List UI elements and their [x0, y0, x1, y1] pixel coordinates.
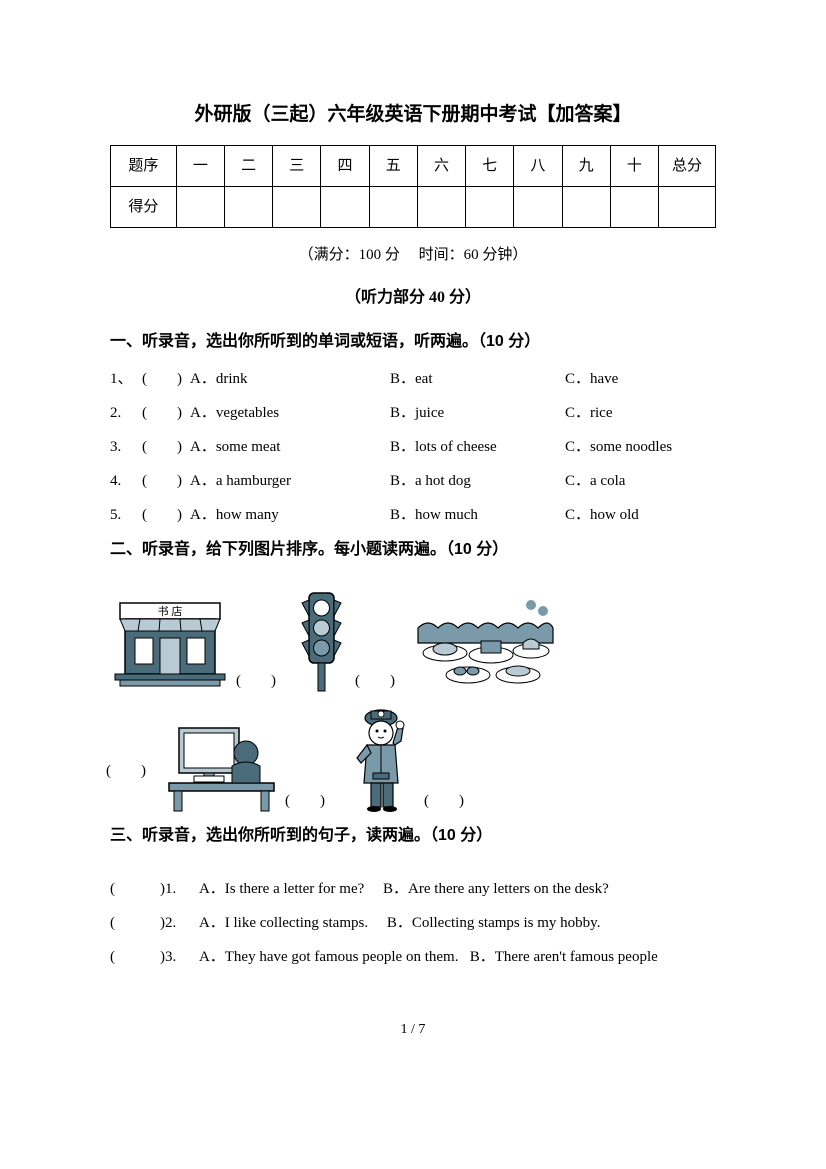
score-cell: [610, 187, 658, 228]
document-title: 外研版（三起）六年级英语下册期中考试【加答案】: [110, 100, 716, 130]
answer-paren: ( ): [424, 789, 464, 813]
q-paren: ( ): [142, 435, 190, 459]
q-number: 1、: [110, 367, 142, 391]
option-b: B．eat: [390, 367, 565, 391]
q-number: ( )3.: [110, 945, 196, 969]
q-number: 4.: [110, 469, 142, 493]
option-c: C．how old: [565, 503, 716, 527]
q-number: ( )1.: [110, 877, 196, 901]
option-a: A．Is there a letter for me?: [199, 881, 364, 897]
picture-row: ( ) ( ): [100, 703, 716, 813]
option-a: A．how many: [190, 503, 390, 527]
section1-questions: 1、 ( ) A．drink B．eat C．have 2. ( ) A．veg…: [110, 367, 716, 527]
option-a: A．a hamburger: [190, 469, 390, 493]
option-a: A．vegetables: [190, 401, 390, 425]
col-2: 二: [224, 146, 272, 187]
question-row: 4. ( ) A．a hamburger B．a hot dog C．a col…: [110, 469, 716, 493]
page-footer: 1 / 7: [110, 1019, 716, 1041]
row-label: 题序: [111, 146, 177, 187]
score-cell: [562, 187, 610, 228]
q-paren: ( ): [142, 367, 190, 391]
q-number: 5.: [110, 503, 142, 527]
section1-heading: 一、听录音，选出你所听到的单词或短语，听两遍。（10 分）: [110, 329, 716, 355]
question-row: ( )3. A．They have got famous people on t…: [110, 945, 716, 969]
option-b: B．how much: [390, 503, 565, 527]
col-8: 八: [514, 146, 562, 187]
answer-paren: ( ): [355, 669, 395, 693]
bookstore-icon: 书 店: [110, 593, 230, 693]
option-b: B．lots of cheese: [390, 435, 565, 459]
police-officer-icon: [343, 703, 418, 813]
option-c: C．have: [565, 367, 716, 391]
q-number: ( )2.: [110, 911, 196, 935]
col-5: 五: [369, 146, 417, 187]
bookstore-sign: 书 店: [158, 604, 183, 618]
option-a: A．I like collecting stamps.: [199, 915, 368, 931]
traffic-light-icon: [294, 588, 349, 693]
picture-row: 书 店 ( ): [110, 588, 716, 693]
option-a: A．drink: [190, 367, 390, 391]
full-score: （满分：100 分: [299, 247, 400, 263]
score-cell: [321, 187, 369, 228]
computer-user-icon: [164, 718, 279, 813]
col-6: 六: [417, 146, 465, 187]
question-row: 2. ( ) A．vegetables B．juice C．rice: [110, 401, 716, 425]
answer-paren: ( ): [236, 669, 276, 693]
q-paren: ( ): [142, 401, 190, 425]
score-header-row: 题序 一 二 三 四 五 六 七 八 九 十 总分: [111, 146, 716, 187]
pictures-section: 书 店 ( ): [110, 588, 716, 813]
score-cell: [466, 187, 514, 228]
score-cell: [176, 187, 224, 228]
listening-header: （听力部分 40 分）: [110, 285, 716, 311]
picture-item: [413, 593, 558, 693]
score-value-row: 得分: [111, 187, 716, 228]
option-b: B．Are there any letters on the desk?: [383, 881, 609, 897]
question-row: 5. ( ) A．how many B．how much C．how old: [110, 503, 716, 527]
option-b: B．juice: [390, 401, 565, 425]
option-c: C．some noodles: [565, 435, 716, 459]
picture-item: ( ): [294, 588, 395, 693]
picture-item: ( ): [164, 718, 325, 813]
col-4: 四: [321, 146, 369, 187]
row-label: 得分: [111, 187, 177, 228]
option-b: B．Collecting stamps is my hobby.: [387, 915, 601, 931]
score-cell: [417, 187, 465, 228]
q-number: 2.: [110, 401, 142, 425]
picture-item: 书 店 ( ): [110, 593, 276, 693]
q-paren: ( ): [142, 503, 190, 527]
section3-heading: 三、听录音，选出你所听到的句子，读两遍。（10 分）: [110, 823, 716, 849]
section3-questions: ( )1. A．Is there a letter for me? B．Are …: [110, 877, 716, 969]
score-cell: [658, 187, 715, 228]
total-label: 总分: [658, 146, 715, 187]
option-c: C．a cola: [565, 469, 716, 493]
option-c: C．rice: [565, 401, 716, 425]
picture-item: ( ): [343, 703, 464, 813]
question-row: ( )1. A．Is there a letter for me? B．Are …: [110, 877, 716, 901]
q-paren: ( ): [142, 469, 190, 493]
col-9: 九: [562, 146, 610, 187]
col-10: 十: [610, 146, 658, 187]
q-number: 3.: [110, 435, 142, 459]
option-a: A．They have got famous people on them.: [199, 949, 459, 965]
option-a: A．some meat: [190, 435, 390, 459]
col-7: 七: [466, 146, 514, 187]
score-table: 题序 一 二 三 四 五 六 七 八 九 十 总分 得分: [110, 145, 716, 228]
score-cell: [273, 187, 321, 228]
option-b: B．a hot dog: [390, 469, 565, 493]
score-cell: [514, 187, 562, 228]
col-3: 三: [273, 146, 321, 187]
exam-time: 时间：60 分钟）: [419, 247, 528, 263]
answer-paren: ( ): [106, 759, 146, 783]
exam-info: （满分：100 分 时间：60 分钟）: [110, 243, 716, 267]
question-row: 1、 ( ) A．drink B．eat C．have: [110, 367, 716, 391]
score-cell: [369, 187, 417, 228]
desserts-icon: [413, 593, 558, 693]
section2-heading: 二、听录音，给下列图片排序。每小题读两遍。（10 分）: [110, 537, 716, 563]
col-1: 一: [176, 146, 224, 187]
option-b: B．There aren't famous people: [470, 949, 658, 965]
question-row: 3. ( ) A．some meat B．lots of cheese C．so…: [110, 435, 716, 459]
answer-paren: ( ): [285, 789, 325, 813]
score-cell: [224, 187, 272, 228]
question-row: ( )2. A．I like collecting stamps. B．Coll…: [110, 911, 716, 935]
